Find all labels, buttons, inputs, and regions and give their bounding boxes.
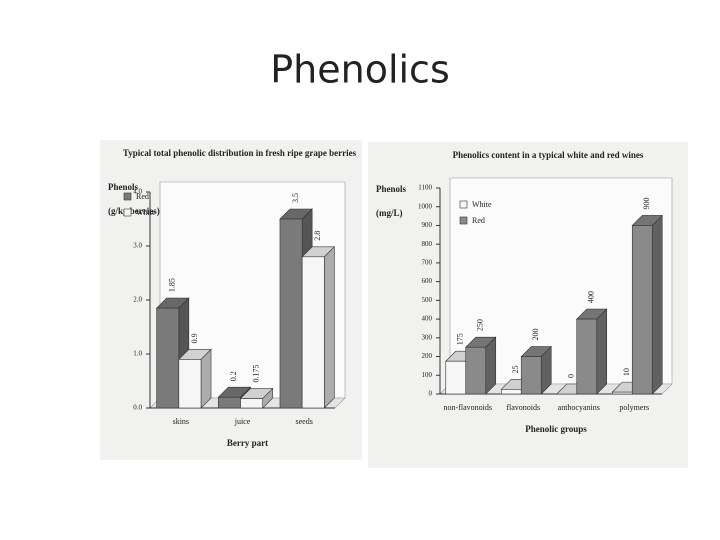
bar: [520, 356, 542, 395]
legend-swatch: [123, 192, 132, 201]
bar: [465, 346, 487, 395]
bar: [631, 225, 653, 395]
bar: [178, 359, 202, 409]
legend-swatch: [459, 216, 468, 225]
x-tick-label: skins: [173, 417, 189, 426]
slide-title: Phenolics: [270, 48, 450, 92]
y-axis-label: (g/kg berries): [108, 206, 160, 216]
bar: [279, 218, 303, 409]
legend-label: White: [136, 208, 156, 217]
x-axis-label: Berry part: [227, 438, 268, 448]
bar: [576, 318, 598, 395]
chart: Typical total phenolic distribution in f…: [100, 140, 362, 460]
y-tick-label: 2.0: [133, 296, 142, 304]
y-tick-label: 500: [422, 296, 433, 304]
value-label: 200: [531, 329, 540, 341]
legend-label: Red: [472, 216, 485, 225]
bar-side: [200, 348, 212, 409]
x-tick-label: anthocyanins: [558, 403, 600, 412]
bar-side: [596, 308, 608, 395]
y-axis-label: Phenols: [108, 182, 139, 192]
x-tick-label: juice: [234, 417, 251, 426]
legend-swatch: [459, 200, 468, 209]
y-axis-label: (mg/L): [376, 208, 403, 218]
y-tick-label: 200: [422, 352, 433, 360]
legend-label: White: [472, 200, 492, 209]
y-tick-label: 100: [422, 371, 433, 379]
bar: [611, 391, 633, 395]
value-label: 250: [476, 319, 485, 331]
legend-swatch: [123, 208, 132, 217]
bar-side: [324, 246, 335, 409]
y-tick-label: 900: [422, 221, 433, 229]
y-tick-label: 800: [422, 240, 433, 248]
value-label: 0.9: [190, 333, 199, 343]
bar: [301, 256, 325, 409]
y-tick-label: 700: [422, 259, 433, 267]
bar: [218, 396, 241, 409]
value-label: 1.85: [168, 278, 177, 292]
x-axis-label: Phenolic groups: [525, 424, 587, 434]
x-tick-label: non-flavonoids: [444, 403, 492, 412]
y-tick-label: 1100: [418, 184, 432, 192]
x-tick-label: flavonoids: [506, 403, 540, 412]
bar: [156, 307, 180, 409]
y-tick-label: 1000: [418, 202, 433, 210]
value-label: 2.8: [313, 231, 322, 241]
value-label: 10: [622, 368, 631, 376]
bar: [445, 360, 467, 395]
value-label: 3.5: [291, 193, 300, 203]
value-label: 900: [642, 197, 651, 209]
chart-title: Phenolics content in a typical white and…: [453, 150, 644, 160]
y-tick-label: 0.0: [133, 404, 142, 412]
value-label: 0: [567, 374, 576, 378]
y-axis-label: Phenols: [376, 184, 407, 194]
legend-label: Red: [136, 192, 149, 201]
y-tick-label: 600: [422, 277, 433, 285]
y-tick-label: 300: [422, 333, 433, 341]
chart-title: Typical total phenolic distribution in f…: [123, 148, 357, 158]
x-tick-label: seeds: [296, 417, 313, 426]
value-label: 0.2: [229, 371, 238, 381]
value-label: 25: [511, 365, 520, 373]
x-tick-label: polymers: [619, 403, 649, 412]
y-tick-label: 1.0: [133, 350, 142, 358]
bar-side: [485, 336, 497, 395]
bar: [240, 398, 264, 409]
y-tick-label: 3.0: [133, 242, 142, 250]
y-tick-label: 0: [429, 390, 433, 398]
bar-side: [651, 214, 663, 395]
y-tick-label: 400: [422, 315, 433, 323]
chart: Phenolics content in a typical white and…: [368, 142, 688, 468]
y-tick-label: 4.0: [133, 188, 142, 196]
value-label: 175: [456, 333, 465, 345]
value-label: 400: [587, 291, 596, 303]
value-label: 0.175: [251, 365, 260, 383]
bar: [500, 389, 522, 395]
